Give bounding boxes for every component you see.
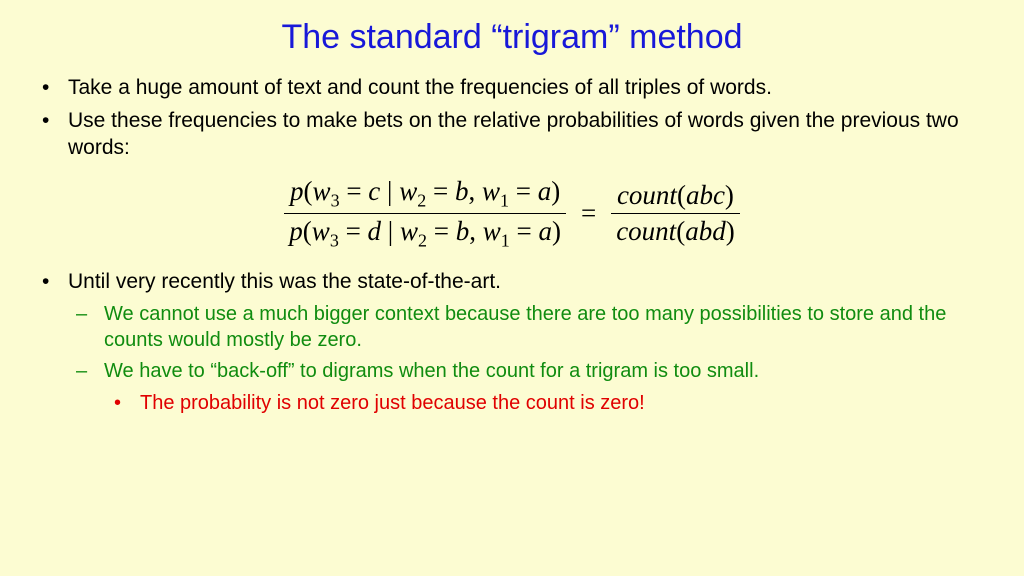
bullet-1: Take a huge amount of text and count the…: [68, 75, 984, 102]
trigram-formula: p(w3 = c | w2 = b, w1 = a) p(w3 = d | w2…: [283, 174, 740, 254]
sub-2-mid: back-off: [217, 360, 288, 382]
slide-title: The standard “trigram” method: [40, 18, 984, 57]
bullet-3: Until very recently this was the state-o…: [68, 269, 984, 416]
rhs-fraction: count(abc) count(abd): [610, 178, 741, 249]
bullet-3-text: Until very recently this was the state-o…: [68, 270, 501, 293]
open-quote: “: [491, 18, 502, 56]
title-mid: trigram: [503, 18, 609, 56]
bullet-2: Use these frequencies to make bets on th…: [68, 108, 984, 162]
main-list-2: Until very recently this was the state-o…: [40, 269, 984, 416]
rhs-numerator: count(abc): [611, 178, 740, 214]
lhs-fraction: p(w3 = c | w2 = b, w1 = a) p(w3 = d | w2…: [283, 174, 567, 254]
rhs-denominator: count(abd): [610, 214, 741, 249]
lhs-numerator: p(w3 = c | w2 = b, w1 = a): [284, 174, 566, 214]
sub-list: We cannot use a much bigger context beca…: [68, 302, 984, 416]
lhs-denominator: p(w3 = d | w2 = b, w1 = a): [283, 214, 567, 253]
close-quote: ”: [608, 18, 619, 56]
formula-container: p(w3 = c | w2 = b, w1 = a) p(w3 = d | w2…: [40, 174, 984, 254]
subsub-1: The probability is not zero just because…: [140, 391, 984, 417]
equals-sign: =: [577, 198, 600, 229]
subsub-list: The probability is not zero just because…: [104, 391, 984, 417]
title-pre: The standard: [281, 18, 491, 56]
title-post: method: [620, 18, 743, 56]
sub-2-post: to digrams when the count for a trigram …: [294, 360, 759, 382]
main-list: Take a huge amount of text and count the…: [40, 75, 984, 162]
sub-2: We have to “back-off” to digrams when th…: [104, 359, 984, 416]
sub-1: We cannot use a much bigger context beca…: [104, 302, 984, 353]
sub-2-pre: We have to: [104, 360, 210, 382]
